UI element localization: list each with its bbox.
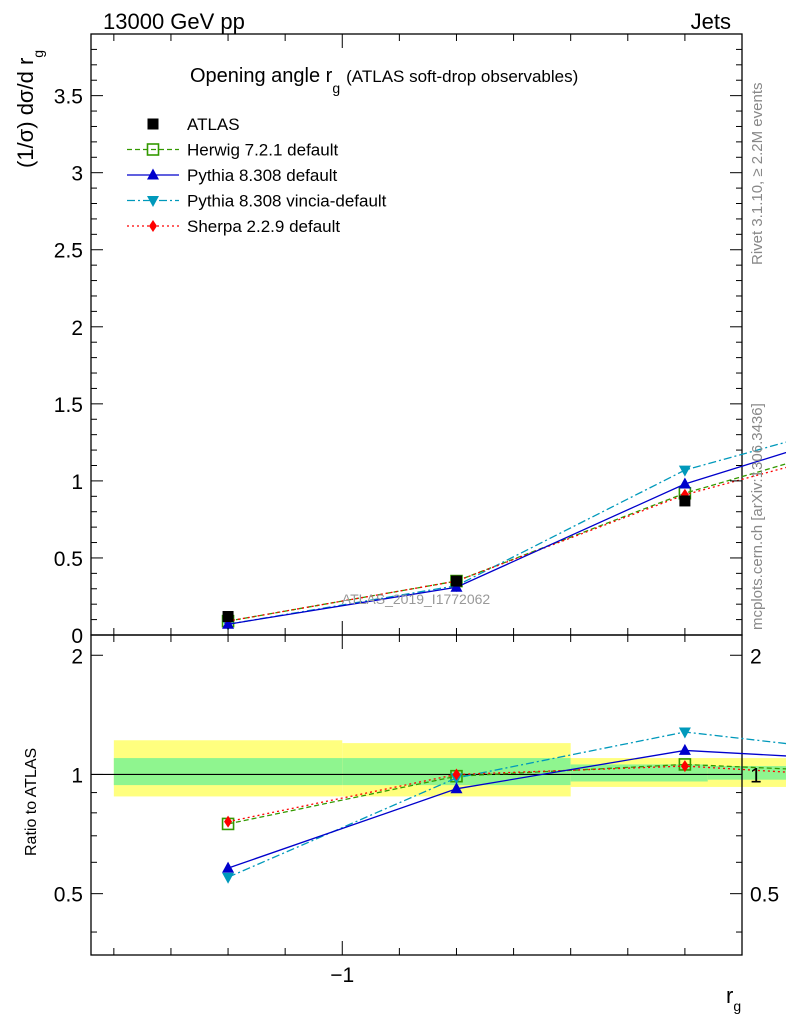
ratio-frame xyxy=(90,634,743,956)
main-line-pythia xyxy=(227,451,786,625)
ratio-ytick-label-right: 1 xyxy=(750,764,762,787)
analysis-id: ATLAS_2019_I1772062 xyxy=(342,591,491,607)
ratio-ytick-label-right: 2 xyxy=(750,645,762,668)
band-green-0 xyxy=(113,758,343,786)
main-ytick-label: 0.5 xyxy=(54,548,83,571)
main-ytick-label: 3.5 xyxy=(54,86,83,109)
axes-frames xyxy=(90,33,743,956)
legend-label-data: ATLAS xyxy=(187,115,240,134)
ratio-uncertainty-bands xyxy=(91,740,786,797)
mcplots-credit: mcplots.cern.ch [arXiv:1306.3436] xyxy=(749,403,766,630)
legend-label-vincia: Pythia 8.308 vincia-default xyxy=(187,192,387,211)
ratio-ytick-label: 2 xyxy=(71,645,83,668)
main-point-pythia-2 xyxy=(678,477,691,489)
main-ytick-label: 2.5 xyxy=(54,240,83,263)
ratio-point-sherpa-0 xyxy=(224,815,233,828)
legend-marker-pythia xyxy=(147,168,159,180)
main-point-data-2 xyxy=(679,495,691,507)
legend-marker-herwig xyxy=(146,143,160,156)
main-ytick-label: 0 xyxy=(71,625,83,648)
ratio-line-herwig xyxy=(227,763,786,825)
main-line-sherpa xyxy=(227,466,786,622)
ratio-ytick-label: 0.5 xyxy=(54,884,83,907)
x-axis-label-main: r xyxy=(726,983,733,1008)
plot-title-main: Opening angle r xyxy=(190,65,333,87)
plot-title-note: (ATLAS soft-drop observables) xyxy=(346,67,578,86)
header-left: 13000 GeV pp xyxy=(103,9,245,34)
legend-label-pythia: Pythia 8.308 default xyxy=(187,166,338,185)
ratio-y-axis-label: Ratio to ATLAS xyxy=(23,748,40,856)
main-point-data-1 xyxy=(450,575,462,587)
y-axis-label: (1/σ) dσ/d rg xyxy=(13,50,46,168)
legend: ATLAS Herwig 7.2.1 default Pythia 8.308 de… xyxy=(127,115,387,236)
plot-title: Opening angle rg (ATLAS soft-drop observa… xyxy=(190,65,578,96)
main-line-herwig xyxy=(227,463,786,622)
legend-marker-vincia xyxy=(147,196,159,207)
x-axis-label: rg xyxy=(726,983,741,1014)
x-axis-label-sub: g xyxy=(733,998,741,1014)
plot-title-sub: g xyxy=(332,80,340,96)
main-point-vincia-2 xyxy=(678,465,691,477)
ratio-point-sherpa-2 xyxy=(680,760,689,773)
ratio-point-sherpa-1 xyxy=(452,768,461,781)
main-ytick-label: 1 xyxy=(71,471,83,494)
main-ytick-label: 1.5 xyxy=(54,394,83,417)
ratio-point-pythia-0 xyxy=(222,861,235,873)
legend-marker-data xyxy=(147,118,159,130)
main-point-data-0 xyxy=(222,611,234,623)
ratio-ytick-label-right: 0.5 xyxy=(750,884,779,907)
main-ytick-label: 3 xyxy=(71,163,83,186)
band-green-4 xyxy=(707,766,786,780)
legend-label-sherpa: Sherpa 2.2.9 default xyxy=(187,217,340,236)
main-panel-series xyxy=(221,441,786,631)
y-axis-label-main: (1/σ) dσ/d r xyxy=(13,58,38,168)
main-point-pythia-0 xyxy=(222,617,235,629)
ratio-point-pythia-1 xyxy=(450,782,463,794)
y-axis-label-sub: g xyxy=(30,50,46,58)
main-ytick-label: 2 xyxy=(71,317,83,340)
ratio-point-vincia-0 xyxy=(222,872,235,884)
ratio-line-pythia xyxy=(227,749,786,869)
ratio-panel-series xyxy=(221,727,786,884)
ratio-ytick-label: 1 xyxy=(71,764,83,787)
rivet-version: Rivet 3.1.10, ≥ 2.2M events xyxy=(749,83,766,266)
ratio-point-vincia-2 xyxy=(678,727,691,739)
xtick-label: −1 xyxy=(330,964,354,987)
legend-marker-sherpa xyxy=(149,220,157,232)
main-line-vincia xyxy=(227,441,786,625)
legend-label-herwig: Herwig 7.2.1 default xyxy=(187,141,338,160)
ratio-point-pythia-2 xyxy=(678,743,691,755)
header-right: Jets xyxy=(691,9,731,34)
